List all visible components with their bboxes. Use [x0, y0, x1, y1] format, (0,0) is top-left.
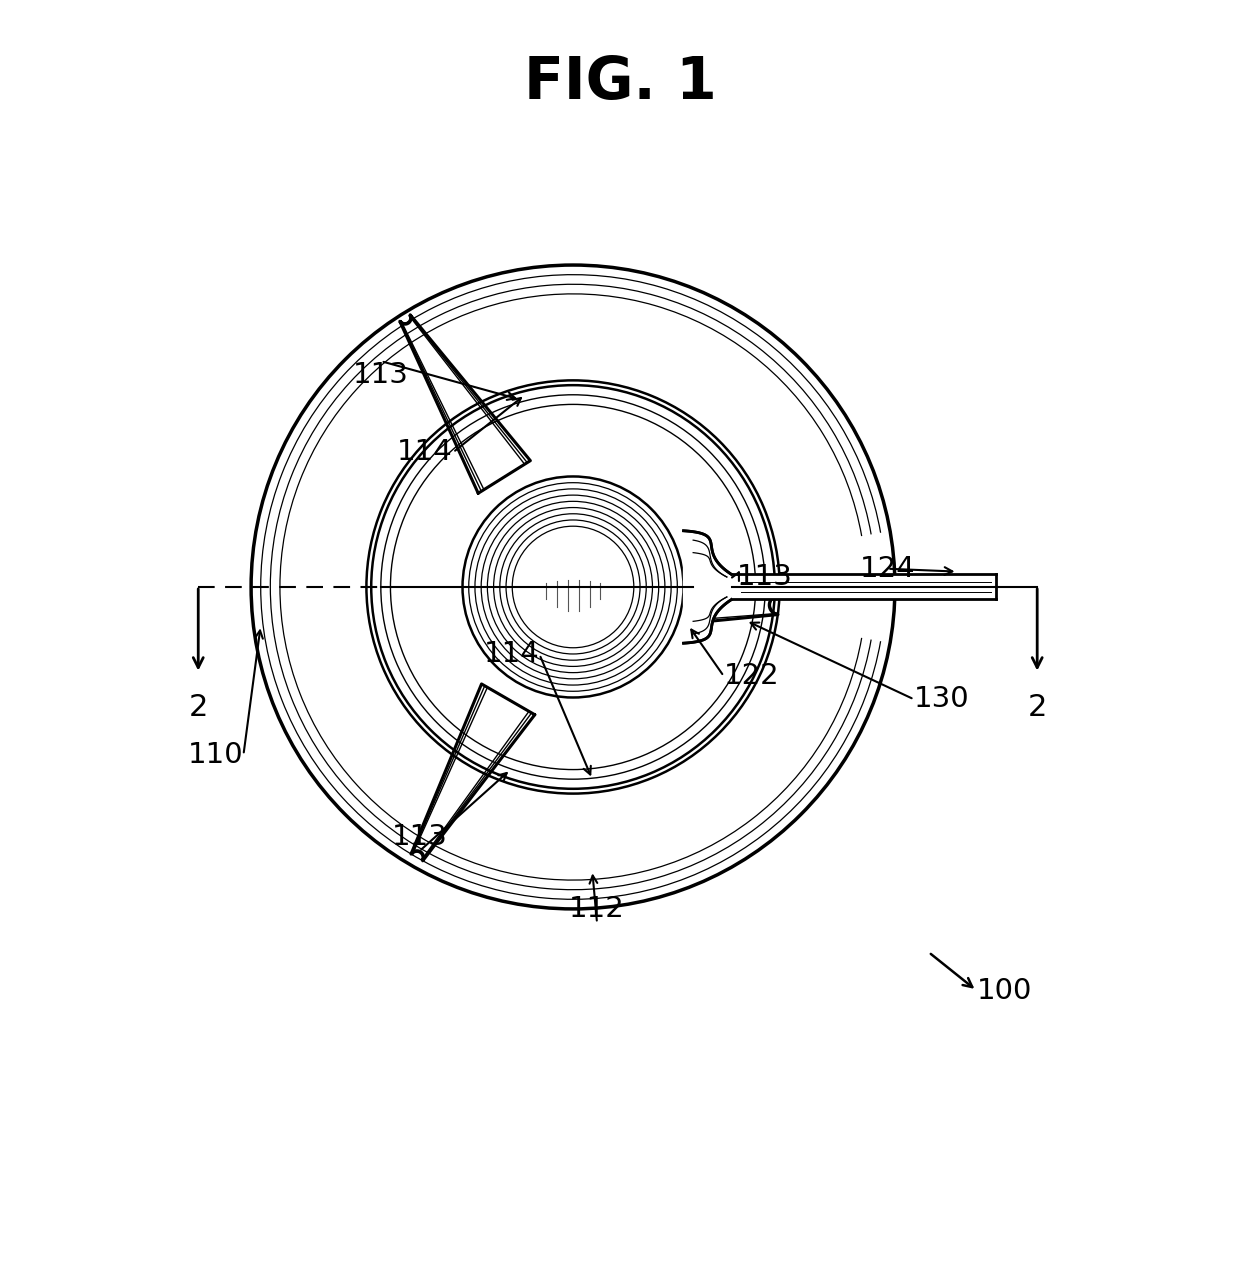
Text: 100: 100 — [977, 977, 1032, 1005]
Text: 2: 2 — [1028, 693, 1047, 722]
Polygon shape — [683, 531, 732, 644]
Text: 113: 113 — [737, 564, 792, 592]
Text: 130: 130 — [914, 685, 970, 713]
Text: 114: 114 — [397, 438, 453, 466]
Text: 113: 113 — [353, 361, 409, 389]
Text: 114: 114 — [484, 640, 539, 668]
Text: 122: 122 — [724, 663, 780, 691]
Text: 112: 112 — [569, 896, 625, 924]
FancyBboxPatch shape — [732, 574, 996, 599]
Text: 124: 124 — [859, 555, 915, 583]
Text: FIG. 1: FIG. 1 — [523, 54, 717, 110]
Text: 2: 2 — [188, 693, 208, 722]
Text: 110: 110 — [187, 741, 243, 769]
Circle shape — [465, 479, 681, 696]
Text: 113: 113 — [392, 824, 448, 851]
